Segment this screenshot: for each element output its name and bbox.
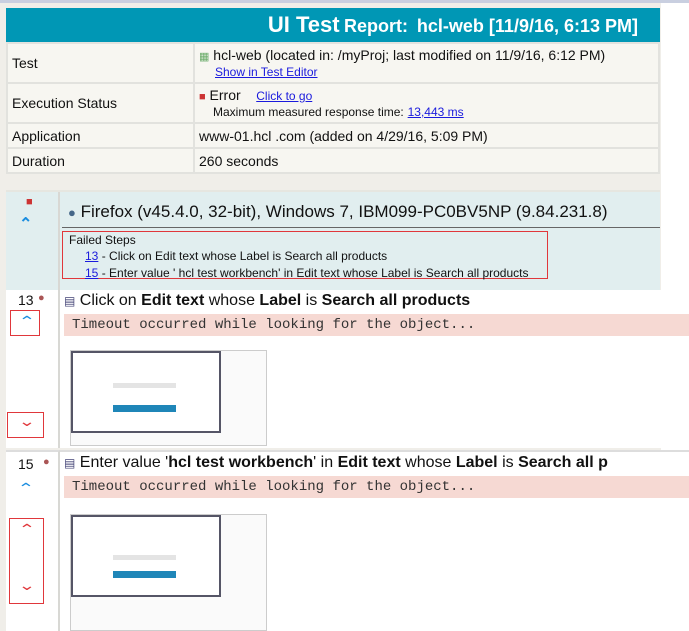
failed-step-link[interactable]: 13 (85, 249, 99, 263)
prev-error-button[interactable]: ⌃ (18, 521, 36, 537)
status-value: Error (209, 87, 241, 103)
row-status: Execution Status ■ Error Click to go Max… (6, 82, 660, 124)
failed-step-text: - Click on Edit text whose Label is Sear… (98, 249, 388, 263)
step-15-gutter: 15 ● ⌃ ⌃ ⌄ (6, 450, 60, 631)
step-icon: ▤ (64, 456, 76, 470)
next-error-button[interactable]: ⌄ (18, 577, 36, 593)
failed-step: 13 - Click on Edit text whose Label is S… (85, 249, 541, 263)
label: Duration (6, 147, 195, 174)
step-icon: ▤ (64, 294, 76, 308)
failed-step-link[interactable]: 15 (85, 266, 99, 280)
step-title: ▤ Click on Edit text whose Label is Sear… (64, 292, 471, 309)
failed-steps-title: Failed Steps (69, 233, 136, 247)
step-screenshot[interactable] (70, 514, 267, 631)
prev-step-button[interactable]: ⌃ (10, 310, 40, 336)
response-time-label: Maximum measured response time: (213, 105, 404, 119)
error-icon: ■ (26, 196, 33, 208)
test-icon: ▦ (199, 51, 210, 63)
collapse-all-icon[interactable]: ⌃ (19, 216, 33, 233)
error-icon: ● (38, 292, 45, 304)
step-screenshot[interactable] (70, 350, 267, 446)
error-icon: ● (43, 456, 50, 468)
test-value: hcl-web (located in: /myProj; last modif… (213, 47, 606, 63)
step-15: ▤ Enter value 'hcl test workbench' in Ed… (60, 450, 689, 631)
error-message: Timeout occurred while looking for the o… (64, 476, 689, 498)
globe-icon: ● (68, 205, 76, 220)
step-number: 13 (18, 292, 34, 308)
row-duration: Duration 260 seconds (6, 147, 660, 174)
step-number: 15 (18, 456, 34, 472)
failed-step-text: - Enter value ' hcl test workbench' in E… (98, 266, 529, 280)
application-value: www-01.hcl .com (added on 4/29/16, 5:09 … (193, 122, 660, 149)
title-test: hcl-web [11/9/16, 6:13 PM] (416, 16, 638, 36)
top-border (0, 0, 689, 3)
browser-section: ■ ⌃ ● Firefox (v45.4.0, 32-bit), Windows… (6, 190, 660, 292)
report-header: UI Test Report: hcl-web [11/9/16, 6:13 P… (6, 8, 660, 42)
row-test: Test ▦ hcl-web (located in: /myProj; las… (6, 42, 660, 84)
title: UI Test (267, 12, 340, 37)
label: Test (6, 42, 195, 84)
step-nav-box: ⌃ ⌄ (9, 518, 44, 604)
browser-label: ● Firefox (v45.4.0, 32-bit), Windows 7, … (68, 202, 608, 222)
step-13-gutter: 13 ● ⌃ ⌄ (6, 290, 60, 448)
row-application: Application www-01.hcl .com (added on 4/2… (6, 122, 660, 149)
failed-step: 15 - Enter value ' hcl test workbench' i… (85, 266, 541, 280)
next-step-button[interactable]: ⌄ (7, 412, 44, 438)
error-message: Timeout occurred while looking for the o… (64, 314, 689, 336)
browser-text: Firefox (v45.4.0, 32-bit), Windows 7, IB… (80, 202, 608, 221)
summary-table: Test ▦ hcl-web (located in: /myProj; las… (6, 42, 660, 174)
step-title: ▤ Enter value 'hcl test workbench' in Ed… (64, 454, 608, 471)
label: Application (6, 122, 195, 149)
error-icon: ■ (199, 91, 206, 103)
prev-step-button[interactable]: ⌃ (17, 480, 35, 496)
response-time-link[interactable]: 13,443 ms (407, 105, 464, 119)
step-13: ▤ Click on Edit text whose Label is Sear… (60, 290, 689, 448)
duration-value: 260 seconds (193, 147, 660, 174)
click-to-go-link[interactable]: Click to go (256, 89, 313, 103)
show-in-test-editor-link[interactable]: Show in Test Editor (215, 65, 318, 79)
title-report: Report: (344, 16, 409, 36)
label: Execution Status (6, 82, 195, 124)
failed-steps-box: Failed Steps 13 - Click on Edit text who… (62, 231, 548, 280)
